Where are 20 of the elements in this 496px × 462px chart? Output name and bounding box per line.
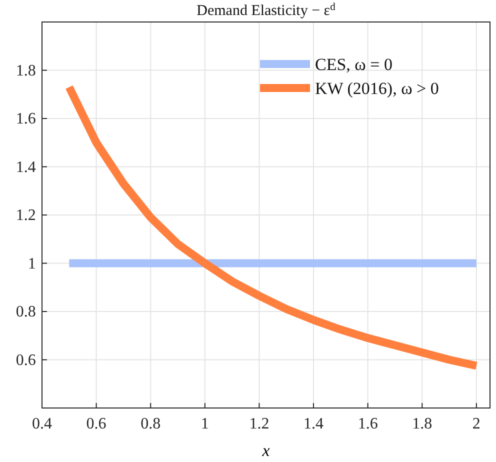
- legend-label: CES, ω = 0: [315, 55, 392, 74]
- chart-title: Demand Elasticity − ε$^{d}$: [196, 2, 336, 19]
- x-tick-label: 2: [472, 416, 480, 433]
- x-tick-label: 1.8: [412, 416, 432, 433]
- y-tick-label: 1.8: [16, 62, 36, 80]
- y-tick-label: 1.4: [16, 158, 36, 176]
- x-tick-label: 1.4: [304, 416, 324, 433]
- x-tick-label: 0.8: [140, 416, 161, 433]
- legend-label: KW (2016), ω > 0: [315, 79, 439, 98]
- x-tick-label: 1.2: [249, 416, 270, 433]
- y-tick-label: 1: [28, 255, 36, 272]
- x-tick-label: 0.6: [86, 416, 106, 433]
- x-tick-label: 1: [200, 416, 209, 433]
- x-tick-label: 0.4: [32, 416, 52, 433]
- x-axis-title: x: [261, 441, 270, 460]
- y-tick-label: 0.8: [16, 304, 36, 321]
- y-tick-label: 1.6: [16, 110, 36, 128]
- y-tick-label: 1.2: [16, 207, 36, 224]
- y-tick-label: 0.6: [16, 352, 36, 369]
- x-tick-label: 1.6: [358, 416, 378, 433]
